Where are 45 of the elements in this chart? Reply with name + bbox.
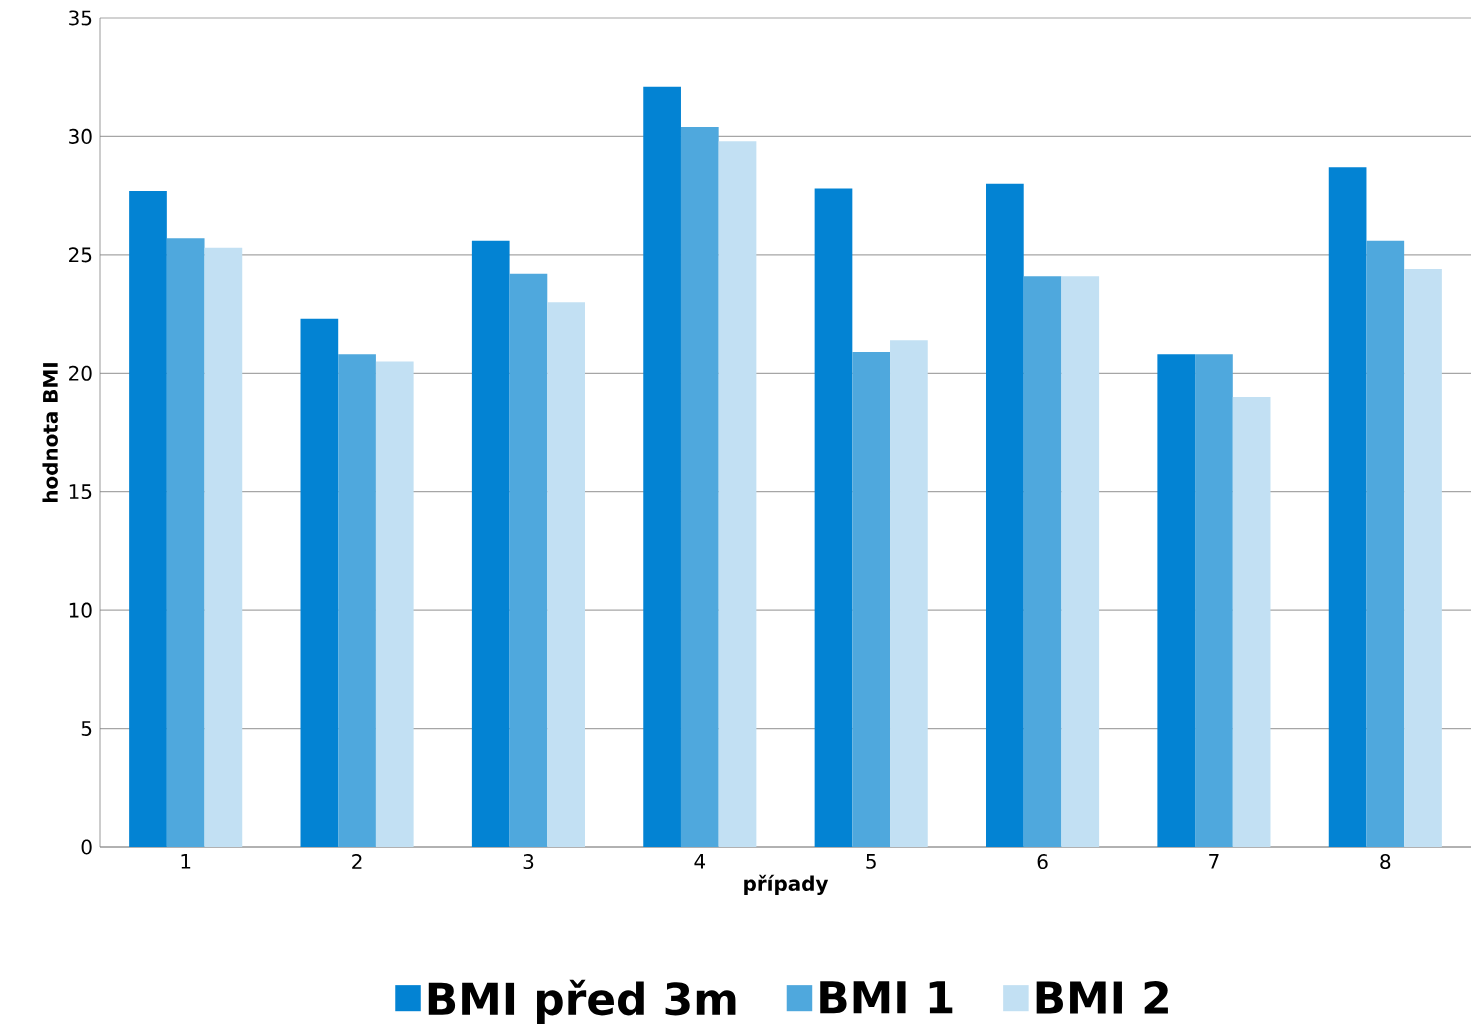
y-tick-label: 30 bbox=[69, 128, 92, 144]
bar bbox=[204, 247, 243, 847]
x-axis-title: případy bbox=[744, 874, 829, 896]
x-tick-label: 5 bbox=[866, 854, 876, 869]
y-axis-title: hodnota BMI bbox=[42, 363, 58, 502]
y-tick-label: 20 bbox=[69, 365, 92, 381]
legend-label: BMI 2 bbox=[1036, 980, 1168, 1014]
bar bbox=[129, 190, 167, 847]
x-tick-label: 2 bbox=[352, 854, 362, 869]
bar bbox=[814, 188, 853, 847]
bar bbox=[1328, 167, 1367, 847]
bar bbox=[1232, 396, 1271, 847]
legend-label: BMI před 3m bbox=[428, 979, 736, 1024]
bar bbox=[1061, 276, 1100, 847]
bar bbox=[1366, 240, 1405, 847]
bar bbox=[300, 318, 339, 847]
bar bbox=[471, 240, 510, 847]
y-tick-label: 15 bbox=[69, 484, 92, 500]
bar bbox=[1195, 354, 1233, 847]
bar bbox=[1023, 276, 1062, 847]
bar bbox=[852, 351, 891, 847]
bar bbox=[1157, 354, 1196, 847]
x-tick-label: 3 bbox=[523, 854, 534, 870]
bar bbox=[338, 354, 376, 847]
y-tick-label: 10 bbox=[69, 602, 92, 618]
x-tick-label: 4 bbox=[694, 854, 706, 869]
bar bbox=[509, 273, 548, 847]
bar bbox=[680, 126, 719, 847]
bar bbox=[1404, 269, 1442, 847]
bar bbox=[718, 141, 757, 847]
y-tick-label: 0 bbox=[81, 839, 92, 855]
legend-label: BMI 1 bbox=[820, 981, 953, 1014]
bar bbox=[547, 302, 585, 847]
y-tick-label: 5 bbox=[81, 721, 92, 736]
x-tick-label: 1 bbox=[181, 854, 191, 869]
bar bbox=[986, 183, 1024, 847]
bar bbox=[375, 361, 414, 847]
x-tick-label: 8 bbox=[1380, 854, 1391, 870]
bar bbox=[890, 340, 928, 847]
y-tick-label: 25 bbox=[69, 247, 92, 263]
x-tick-label: 6 bbox=[1037, 854, 1048, 870]
bar bbox=[166, 238, 205, 847]
bar bbox=[643, 86, 681, 847]
x-tick-label: 7 bbox=[1209, 854, 1219, 869]
y-tick-label: 35 bbox=[69, 10, 92, 26]
